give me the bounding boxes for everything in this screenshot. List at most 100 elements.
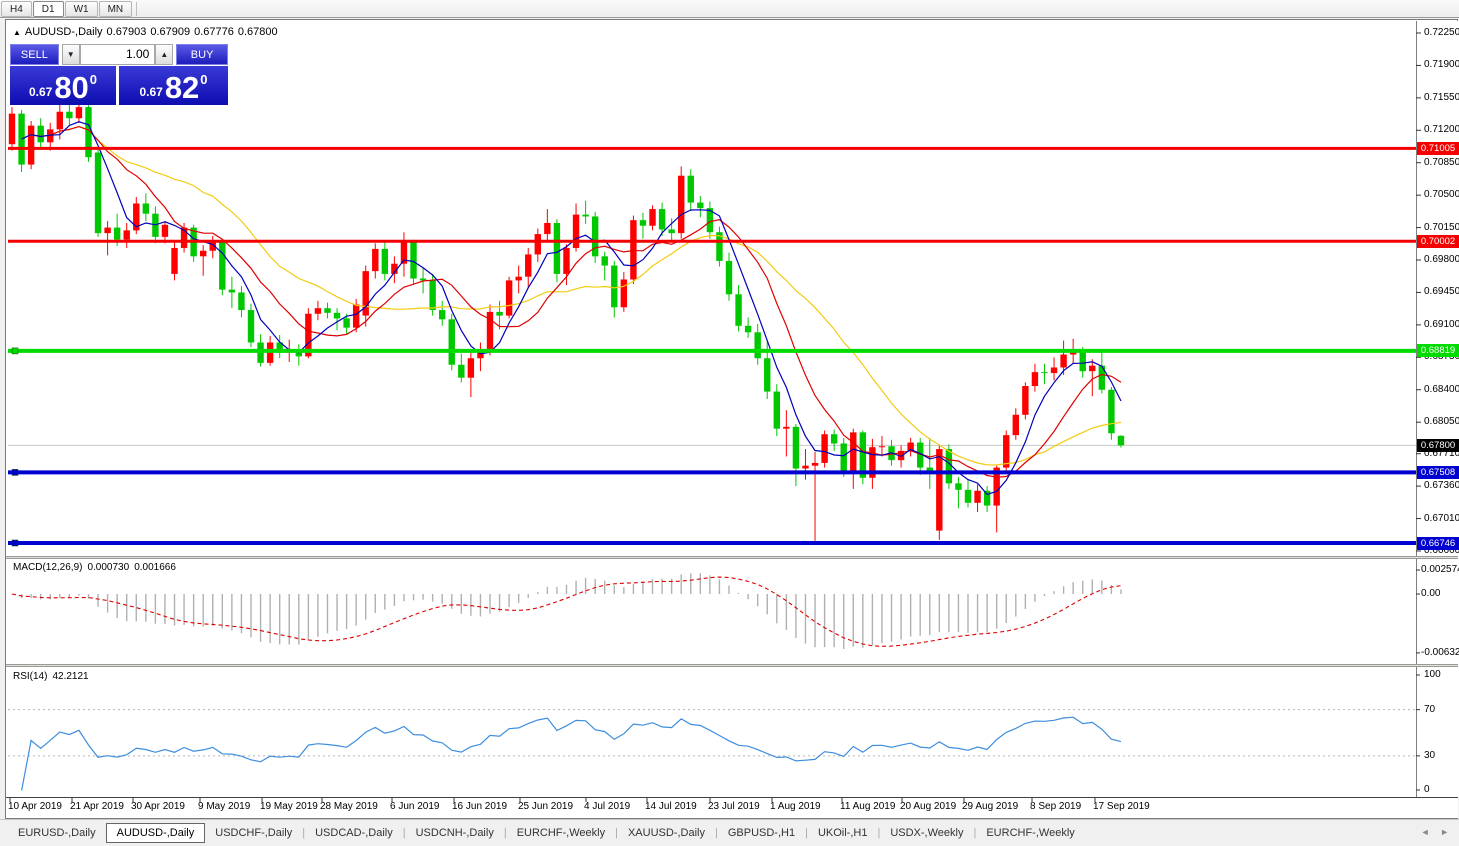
macd-signal-value: 0.001666 bbox=[134, 562, 176, 573]
price-axis-label: 0.69100 bbox=[1424, 318, 1459, 330]
sell-button[interactable]: SELL bbox=[10, 44, 59, 65]
volume-decrease-button[interactable]: ▼ bbox=[61, 44, 80, 65]
timeframe-toolbar: H4 D1 W1 MN bbox=[0, 0, 1459, 18]
tab-divider: | bbox=[302, 827, 306, 839]
date-axis-label: 9 May 2019 bbox=[198, 801, 251, 812]
collapse-triangle-icon[interactable]: ▲ bbox=[13, 28, 21, 37]
tab-eurchf-weekly[interactable]: EURCHF-,Weekly bbox=[986, 827, 1075, 839]
date-axis-label: 29 Aug 2019 bbox=[962, 801, 1019, 812]
price-axis-label: 0.70500 bbox=[1424, 189, 1459, 201]
date-axis-label: 14 Jul 2019 bbox=[645, 801, 697, 812]
current-price-badge: 0.67800 bbox=[1417, 438, 1459, 452]
tab-divider: | bbox=[805, 827, 808, 839]
date-axis[interactable] bbox=[6, 797, 1458, 818]
date-axis-label: 20 Aug 2019 bbox=[900, 801, 957, 812]
timeframe-button-D1[interactable]: D1 bbox=[32, 1, 64, 17]
chart-plot-area[interactable] bbox=[8, 21, 1416, 796]
buy-price-prefix: 0.67 bbox=[139, 85, 163, 99]
date-axis-label: 1 Aug 2019 bbox=[770, 801, 821, 812]
macd-main-value: 0.000730 bbox=[87, 562, 130, 573]
tab-eurchf-weekly[interactable]: EURCHF-,Weekly bbox=[516, 827, 606, 839]
toolbar-separator bbox=[136, 2, 138, 16]
pane-splitter-rsi[interactable] bbox=[6, 664, 1458, 667]
tab-usdcnh-daily[interactable]: USDCNH-,Daily bbox=[415, 827, 494, 839]
macd-axis-label: 0.00 bbox=[1421, 588, 1441, 599]
ohlc-low: 0.67776 bbox=[194, 26, 234, 38]
ohlc-open: 0.67903 bbox=[106, 26, 147, 38]
rsi-axis-label: 70 bbox=[1424, 703, 1436, 715]
timeframe-button-H4[interactable]: H4 bbox=[1, 1, 32, 17]
tab-usdchf-daily[interactable]: USDCHF-,Daily bbox=[215, 827, 293, 839]
timeframe-button-MN[interactable]: MN bbox=[98, 1, 133, 17]
price-axis-label: 0.70150 bbox=[1424, 221, 1459, 233]
price-axis[interactable] bbox=[1416, 21, 1459, 797]
rsi-axis-label: 30 bbox=[1424, 749, 1436, 761]
price-axis-label: 0.69450 bbox=[1424, 286, 1459, 298]
tab-ukoil-h1[interactable]: UKOil-,H1 bbox=[817, 827, 868, 839]
tab-divider: | bbox=[973, 827, 977, 839]
date-axis-label: 10 Apr 2019 bbox=[8, 801, 62, 812]
date-axis-label: 30 Apr 2019 bbox=[131, 801, 185, 812]
date-axis-label: 6 Jun 2019 bbox=[390, 801, 440, 812]
rsi-name: RSI(14) bbox=[13, 671, 48, 682]
price-axis-label: 0.71200 bbox=[1424, 124, 1459, 136]
date-axis-label: 21 Apr 2019 bbox=[70, 801, 124, 812]
date-axis-label: 4 Jul 2019 bbox=[584, 801, 631, 812]
sell-price-prefix: 0.67 bbox=[28, 85, 53, 99]
price-axis-label: 0.67360 bbox=[1424, 480, 1459, 492]
price-axis-label: 0.70850 bbox=[1424, 156, 1459, 168]
price-axis-label: 0.67710 bbox=[1424, 447, 1459, 459]
volume-input[interactable]: 1.00 bbox=[79, 44, 156, 65]
tab-gbpusd-h1[interactable]: GBPUSD-,H1 bbox=[727, 827, 796, 839]
rsi-axis-label: 0 bbox=[1424, 784, 1430, 795]
tab-scroll-left-icon[interactable]: ◄ bbox=[1420, 827, 1430, 837]
price-axis-label: 0.67010 bbox=[1424, 512, 1459, 524]
volume-increase-button[interactable]: ▲ bbox=[155, 44, 174, 65]
macd-axis-label: -0.00632 bbox=[1421, 646, 1459, 658]
rsi-value: 42.2121 bbox=[52, 671, 89, 682]
price-axis-label: 0.69800 bbox=[1424, 254, 1459, 266]
price-badge-0.70002: 0.70002 bbox=[1417, 234, 1459, 248]
date-axis-label: 8 Sep 2019 bbox=[1030, 801, 1082, 812]
buy-price-big: 82 bbox=[164, 70, 200, 105]
rsi-axis-label: 100 bbox=[1424, 669, 1441, 680]
tab-usdx-weekly[interactable]: USDX-,Weekly bbox=[890, 827, 964, 839]
price-axis-label: 0.71900 bbox=[1424, 59, 1459, 71]
buy-price-quote[interactable]: 0.67 82 0 bbox=[119, 66, 228, 105]
date-axis-label: 23 Jul 2019 bbox=[708, 801, 760, 812]
date-axis-label: 11 Aug 2019 bbox=[840, 801, 896, 812]
tab-scroll-right-icon[interactable]: ► bbox=[1440, 827, 1449, 837]
one-click-trading-panel: SELL ▼ 1.00 ▲ BUY 0.67 80 0 0.67 82 0 bbox=[10, 44, 228, 105]
sell-price-sup: 0 bbox=[89, 72, 98, 87]
tab-divider: | bbox=[877, 827, 881, 839]
tab-audusd-daily[interactable]: AUDUSD-,Daily bbox=[105, 823, 206, 843]
pane-splitter-macd[interactable] bbox=[6, 556, 1458, 559]
price-axis-label: 0.68050 bbox=[1424, 416, 1459, 428]
tab-xauusd-daily[interactable]: XAUUSD-,Daily bbox=[627, 827, 705, 839]
date-axis-label: 16 Jun 2019 bbox=[452, 801, 508, 812]
macd-axis-label: 0.002574 bbox=[1421, 564, 1459, 575]
timeframe-button-W1[interactable]: W1 bbox=[64, 1, 98, 17]
tab-divider: | bbox=[714, 827, 718, 839]
ohlc-high: 0.67909 bbox=[150, 26, 191, 38]
tab-usdcad-daily[interactable]: USDCAD-,Daily bbox=[315, 827, 393, 839]
date-axis-label: 17 Sep 2019 bbox=[1093, 801, 1150, 812]
sell-price-big: 80 bbox=[54, 70, 89, 105]
macd-name: MACD(12,26,9) bbox=[13, 562, 83, 573]
date-axis-label: 19 May 2019 bbox=[260, 801, 318, 812]
chart-title: ▲ AUDUSD-,Daily 0.67903 0.67909 0.67776 0.678… bbox=[13, 26, 282, 38]
price-badge-0.68819: 0.68819 bbox=[1417, 344, 1459, 358]
buy-button[interactable]: BUY bbox=[176, 44, 228, 65]
tab-eurusd-daily[interactable]: EURUSD-,Daily bbox=[18, 827, 96, 839]
price-badge-0.67508: 0.67508 bbox=[1417, 465, 1459, 479]
price-axis-label: 0.72250 bbox=[1424, 27, 1459, 38]
chart-symbol: AUDUSD-,Daily bbox=[24, 26, 103, 38]
date-axis-label: 28 May 2019 bbox=[320, 801, 378, 812]
price-axis-label: 0.71550 bbox=[1424, 91, 1459, 103]
sell-price-quote[interactable]: 0.67 80 0 bbox=[10, 66, 116, 105]
date-axis-label: 25 Jun 2019 bbox=[518, 801, 574, 812]
price-axis-label: 0.68400 bbox=[1424, 383, 1459, 395]
chart-tab-bar: EURUSD-,Daily AUDUSD-,Daily USDCHF-,Daily |… bbox=[0, 819, 1459, 846]
rsi-indicator-label: RSI(14) 42.2121 bbox=[13, 671, 94, 682]
macd-indicator-label: MACD(12,26,9) 0.000730 0.001666 bbox=[13, 562, 181, 573]
